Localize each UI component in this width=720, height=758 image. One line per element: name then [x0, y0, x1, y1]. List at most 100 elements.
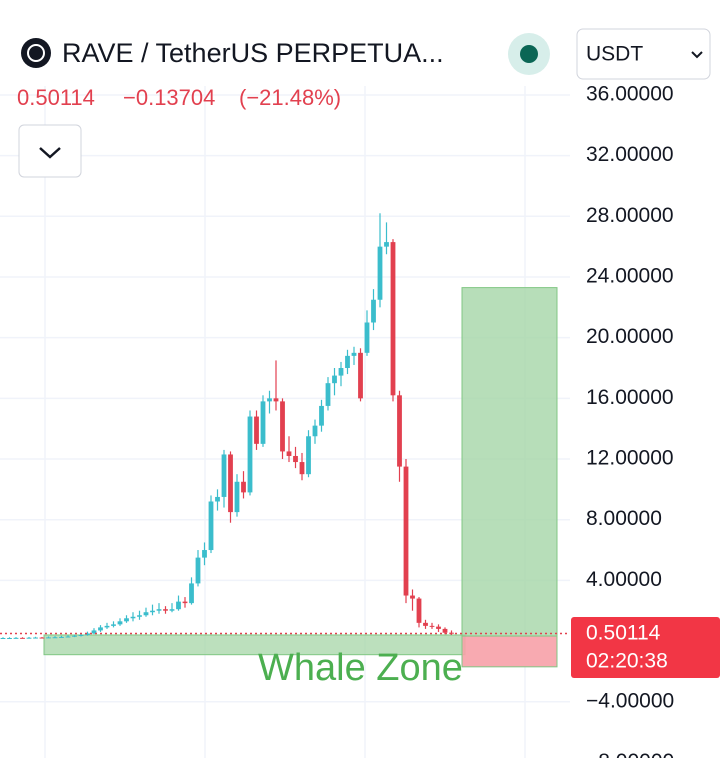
collapse-chevron [39, 147, 61, 159]
candle-body [39, 637, 45, 639]
candle-body [442, 628, 448, 633]
candle-body [273, 398, 279, 402]
select-chevron [691, 51, 703, 59]
candle-body [124, 618, 129, 622]
candle-body [104, 625, 110, 628]
candle-body [345, 355, 350, 369]
candle-body [416, 598, 422, 623]
collapse-button[interactable] [18, 124, 82, 178]
candle-body [325, 383, 331, 406]
candle-body [111, 624, 116, 626]
y-tick-label: −8.00000 [586, 750, 674, 758]
price-change-pct: (−21.48%) [239, 85, 341, 110]
candle-body [390, 242, 396, 396]
candle-body [65, 636, 71, 638]
candle-body [364, 322, 370, 353]
currency-select[interactable] [576, 28, 711, 80]
candle-body [46, 637, 51, 639]
zones [43, 287, 558, 668]
candle-body [351, 352, 357, 356]
candle-body [332, 375, 337, 384]
y-tick-label: 4.00000 [586, 568, 662, 591]
price-axis: −8.00000 −4.00000 4.00000 8.00000 12.00000 16… [571, 83, 720, 758]
candle-body [150, 610, 155, 613]
candle-body [169, 609, 175, 611]
overlay: Whale Zone [0, 632, 570, 689]
candle-body [436, 626, 441, 629]
y-tick-label: 20.00000 [586, 325, 674, 348]
candle-body [59, 636, 64, 638]
candle-body [98, 627, 103, 631]
candle-body [254, 416, 259, 444]
candle-body [13, 637, 19, 639]
candle-body [280, 401, 285, 452]
candle-body [293, 455, 298, 463]
last-price: 0.50114 [17, 85, 95, 110]
y-tick-label: 8.00000 [586, 507, 662, 530]
candle-body [26, 637, 32, 639]
candle-body [403, 466, 409, 596]
candle-body [189, 583, 194, 604]
status-dot [520, 45, 538, 63]
candle-body [0, 638, 6, 640]
candle-body [7, 638, 12, 640]
candle-body [143, 612, 149, 616]
candle-body [260, 401, 266, 444]
y-tick-label: 24.00000 [586, 265, 674, 288]
candle-body [33, 637, 38, 639]
candle-body [72, 635, 77, 637]
position-stop [461, 635, 558, 668]
candle-body [312, 425, 318, 437]
candle-body [306, 436, 311, 475]
y-tick-label: 12.00000 [586, 447, 674, 470]
candle-body [247, 416, 253, 493]
currency-label: USDT [586, 43, 643, 66]
candle-body [176, 601, 181, 610]
candle-body [20, 637, 25, 639]
candle-body [202, 550, 207, 558]
candle-body [195, 557, 201, 584]
candle-body [130, 616, 136, 619]
annotation: Whale Zone [258, 647, 463, 689]
candle-body [286, 451, 292, 456]
candle-body [377, 246, 383, 300]
candle-body [423, 622, 428, 626]
price-label: 0.50114 [586, 622, 661, 645]
countdown: 02:20:38 [586, 650, 668, 673]
candle-body [208, 501, 214, 551]
y-tick-label: 16.00000 [586, 386, 674, 409]
symbol-icon-inner [27, 44, 45, 62]
candle-body [91, 630, 97, 634]
candle-body [215, 496, 220, 502]
candle-body [163, 609, 168, 611]
grid [0, 94, 570, 703]
candle-body [52, 637, 58, 639]
candle-body [182, 601, 188, 604]
price-label-bg [571, 617, 720, 678]
candle-body [78, 634, 84, 636]
candle-body [234, 481, 240, 513]
candle-body [299, 462, 305, 475]
y-tick-label: 28.00000 [586, 204, 674, 227]
candle-body [117, 621, 123, 625]
candle-body [267, 398, 272, 402]
candle-body [397, 395, 402, 467]
candle-body [241, 481, 246, 493]
y-tick-label: 32.00000 [586, 143, 674, 166]
header-bg [0, 0, 575, 86]
price-change: −0.13704 [123, 85, 215, 110]
candle-body [410, 595, 415, 599]
symbol-icon [21, 38, 51, 68]
candle-body [358, 352, 363, 399]
candle-body [228, 454, 233, 513]
y-tick-label: −4.00000 [586, 689, 674, 712]
candle-body [85, 633, 90, 635]
candles [0, 213, 454, 640]
candle-body [221, 454, 227, 497]
candle-body [319, 405, 324, 426]
position-target [461, 287, 558, 637]
candle-body [384, 242, 389, 247]
candle-body [137, 615, 142, 617]
candle-body [371, 299, 376, 323]
